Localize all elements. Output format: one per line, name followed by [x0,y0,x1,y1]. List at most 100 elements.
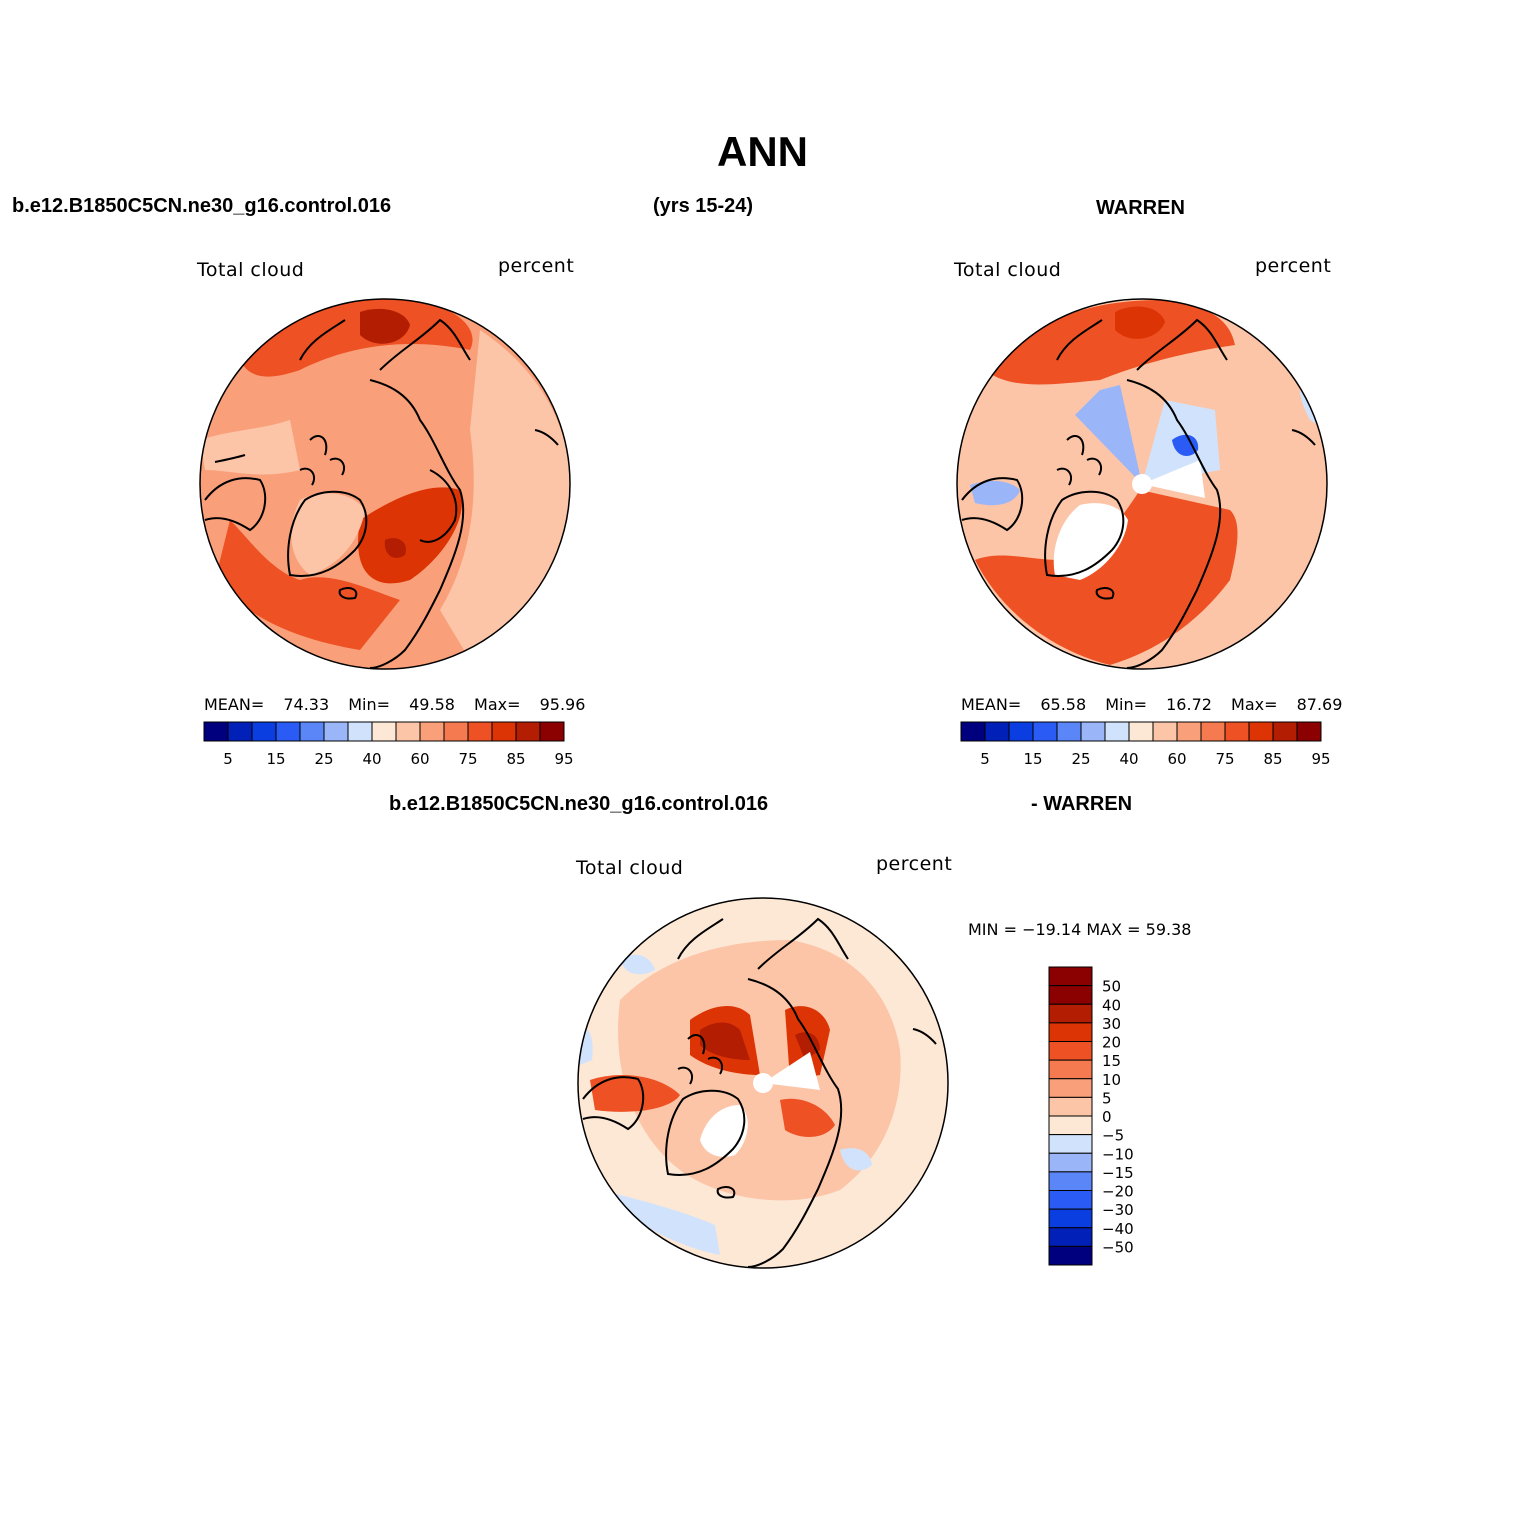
diff-colorbar-tick-label: 20 [1102,1034,1121,1052]
diff-blue-top-left [620,954,655,975]
obs-colorbar-tick-label: 95 [1311,750,1330,768]
model-colorbar-box [515,721,541,742]
obs-max-value: 87.69 [1296,695,1343,714]
model-dark-top [240,299,473,377]
model-colorbar-box [371,721,397,742]
obs-mean-label: MEAN= [961,695,1022,714]
diff-colorbar-tick-label: 10 [1102,1071,1121,1089]
diff-darker-right [795,1032,820,1060]
obs-blue-wedge-left [1075,385,1142,484]
diff-colorbar-box [1048,985,1093,1005]
diff-colorbar-box [1048,1022,1093,1042]
model-colorbar-tick-label: 5 [223,750,233,768]
diff-colorbar-box [1048,966,1093,987]
obs-colorbar-tick-label: 5 [980,750,990,768]
model-min-value: 49.58 [409,695,455,714]
model-colorbar-box [539,721,565,742]
obs-colorbar-box [1056,721,1082,742]
diff-minmax: MIN = −19.14 MAX = 59.38 [968,920,1192,939]
diff-mid-left [590,1075,680,1112]
diff-obs-name-title: - WARREN [1031,793,1133,815]
obs-colorbar-box [1128,721,1154,742]
obs-name-title: WARREN [1096,197,1185,219]
obs-stats: MEAN= 65.58 Min= 16.72 Max= 87.69 [961,695,1342,714]
obs-min-label: Min= [1105,695,1148,714]
model-colorbar-box [299,721,325,742]
diff-colorbar-tick-label: 0 [1102,1108,1112,1126]
model-darker-core [384,538,406,558]
model-max-value: 95.96 [539,695,586,714]
model-colorbar-box [227,721,253,742]
diff-colorbar-tick-label: −10 [1102,1145,1134,1163]
diff-colorbar-box [1048,1096,1093,1117]
model-colorbar-box [491,721,517,742]
diff-blue-right [840,1148,872,1171]
obs-colorbar-tick-label: 85 [1263,750,1282,768]
obs-colorbar-box [1176,721,1202,742]
obs-colorbar-box [1104,721,1130,742]
obs-top-dark [1115,306,1165,339]
model-colorbar-tick-label: 95 [554,750,573,768]
obs-colorbar-box [1296,721,1322,742]
model-colorbar-box [323,721,349,742]
diff-colorbar-tick-label: −30 [1102,1201,1134,1219]
obs-top-mid [985,300,1235,385]
diff-colorbar-box [1048,1190,1093,1210]
diff-colorbar-tick-label: 15 [1102,1052,1121,1070]
diff-colorbar-box [1048,1171,1093,1191]
diff-colorbar-tick-label: 40 [1102,996,1121,1014]
diff-case-name-title: b.e12.B1850C5CN.ne30_g16.control.016 [389,793,769,815]
obs-colorbar-tick-label: 15 [1023,750,1042,768]
obs-colorbar-box [1080,721,1106,742]
diff-colorbar-tick-label: −5 [1102,1127,1124,1145]
model-colorbar-box [395,721,421,742]
diff-colorbar-box [1048,1003,1093,1024]
diff-colorbar-tick-label: 50 [1102,978,1121,996]
model-colorbar-tick-label: 60 [410,750,429,768]
obs-colorbar-box [1224,721,1250,742]
diff-colorbar-box [1048,1078,1093,1098]
obs-pole-wedge [1142,460,1205,498]
model-colorbar-tick-label: 25 [314,750,333,768]
model-colorbar-box [419,721,445,742]
obs-colorbar: 5 15 25 40 60 75 85 95 [960,721,1331,768]
model-dark-core [358,487,462,584]
diff-colorbar-box [1048,1245,1093,1266]
model-colorbar-box [467,721,493,742]
obs-variable-label: Total cloud [954,259,1062,281]
model-map [200,299,570,669]
diff-colorbar-box [1048,1041,1093,1061]
model-variable-label: Total cloud [197,259,305,281]
diff-colorbar-box [1048,1208,1093,1229]
model-darker-top [360,308,410,344]
obs-min-value: 16.72 [1166,695,1212,714]
diff-colorbar-tick-label: −20 [1102,1183,1134,1201]
model-colorbar-tick-label: 75 [458,750,477,768]
diff-colorbar-tick-label: 30 [1102,1015,1121,1033]
model-units-label: percent [498,255,575,277]
model-ocean-light [440,330,570,660]
model-max-label: Max= [474,695,521,714]
diff-colorbar-box [1048,1152,1093,1173]
diff-map-border [577,897,949,1269]
diff-colorbar-tick-label: −15 [1102,1164,1134,1182]
diff-colorbar-box [1048,1115,1093,1136]
diff-blue-lower-left [600,1190,720,1255]
model-colorbar-box [443,721,469,742]
model-colorbar-box [275,721,301,742]
diff-units-label: percent [876,853,953,875]
years-title: (yrs 15-24) [653,195,754,217]
model-colorbar-box [203,721,229,742]
obs-colorbar-box [1152,721,1178,742]
model-colorbar-tick-label: 15 [266,750,285,768]
obs-colorbar-tick-label: 60 [1167,750,1186,768]
obs-greenland [1053,503,1128,580]
obs-mean-value: 65.58 [1040,695,1087,714]
diff-colorbar-tick-label: 5 [1102,1089,1112,1107]
diff-colorbar-tick-label: −40 [1102,1220,1134,1238]
obs-colorbar-box [1248,721,1274,742]
diff-colorbar-tick-label: −50 [1102,1238,1134,1256]
model-colorbar-box [347,721,373,742]
model-dark-band [215,520,400,650]
